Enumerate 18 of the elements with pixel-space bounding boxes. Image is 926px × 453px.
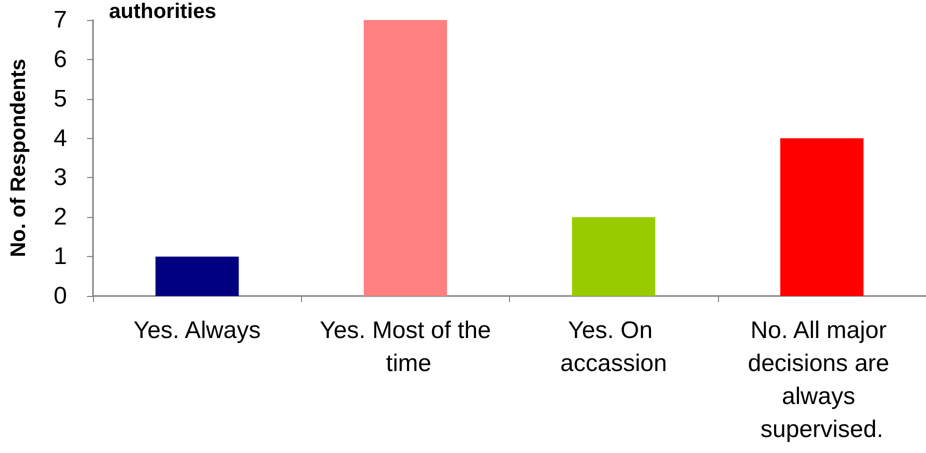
- y-tick-label: 7: [54, 6, 67, 34]
- y-tick-label: 3: [54, 164, 67, 192]
- x-tick-label: No. All major decisions are always supervised.: [748, 317, 896, 443]
- y-tick-label: 2: [54, 204, 67, 231]
- bar: [364, 20, 448, 296]
- bar: [780, 138, 864, 296]
- y-axis-title: No. of Respondents: [7, 58, 30, 258]
- chart-title: authorities: [109, 0, 216, 23]
- x-tick-label: Yes. Always: [134, 317, 261, 344]
- x-tick-label: Yes. On accassion: [560, 317, 667, 377]
- y-tick-label: 5: [54, 85, 67, 112]
- bar: [572, 217, 656, 296]
- x-tick-label: Yes. Most of the time: [320, 317, 491, 377]
- y-tick-label: 1: [54, 243, 67, 270]
- y-tick-label: 0: [54, 282, 67, 310]
- bar: [155, 256, 239, 296]
- y-tick-label: 4: [54, 124, 67, 152]
- y-tick-label: 6: [54, 46, 67, 73]
